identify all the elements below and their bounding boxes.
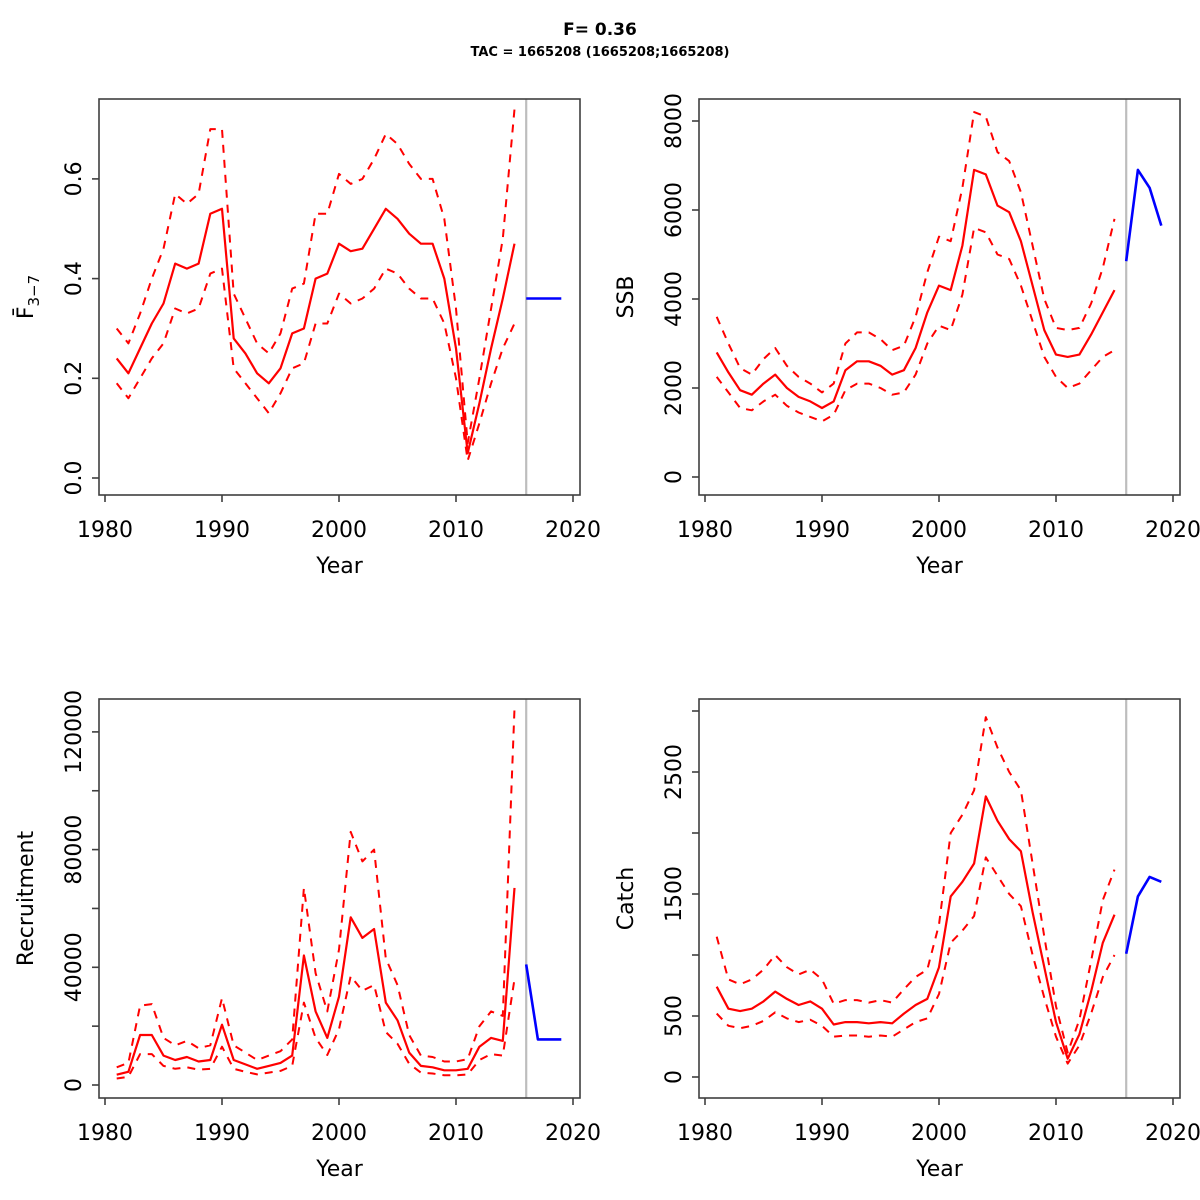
catch-plot-box — [698, 698, 1181, 1099]
y-axis-tick-label: 0.0 — [62, 461, 87, 496]
ssb-y-axis-title: SSB — [614, 275, 639, 318]
x-axis-tick-label: 2020 — [545, 1121, 601, 1146]
x-axis-tick-label: 2000 — [911, 518, 967, 543]
x-axis-tick-label: 2010 — [1028, 518, 1084, 543]
y-axis-tick-label: 0 — [662, 470, 687, 484]
y-axis-tick-label: 4000 — [662, 271, 687, 327]
fbar-plot-box — [98, 98, 581, 496]
catch-y-axis-title: Catch — [614, 867, 639, 931]
x-axis-tick-label: 2000 — [311, 518, 367, 543]
y-axis-tick-label: 2500 — [662, 744, 687, 800]
x-axis-tick-label: 1990 — [794, 518, 850, 543]
catch-lower-ci-line — [715, 856, 1116, 1065]
y-axis-tick-label: 0 — [62, 1078, 87, 1092]
ssb-forecast-line — [1124, 168, 1163, 262]
fbar-median-line — [115, 207, 516, 455]
panel-ssb: 1980 1990 2000 2010 2020 0 2000 4000 6000 8000 Yea… — [614, 93, 1200, 579]
x-axis-tick-label: 2000 — [911, 1121, 967, 1146]
page-title: F= 0.36 — [563, 20, 637, 40]
y-axis-tick-label: 40000 — [62, 932, 87, 1002]
y-axis-tick-label: 6000 — [662, 182, 687, 238]
x-axis-tick-label: 2010 — [428, 518, 484, 543]
x-axis-tick-label: 1980 — [77, 1121, 133, 1146]
x-axis-tick-label: 2020 — [545, 518, 601, 543]
y-axis-tick-label: 0.4 — [62, 261, 87, 296]
x-axis-tick-label: 1990 — [194, 518, 250, 543]
x-axis-tick-label: 2000 — [311, 1121, 367, 1146]
page-subtitle: TAC = 1665208 (1665208;1665208) — [470, 45, 730, 60]
x-axis-tick-label: 1980 — [77, 518, 133, 543]
catch-x-axis-title: Year — [915, 1157, 964, 1182]
y-axis-tick-label: 2000 — [662, 360, 687, 416]
catch-forecast-line — [1124, 875, 1162, 955]
recruitment-forecast-line — [524, 964, 562, 1041]
x-axis-tick-label: 2020 — [1145, 1121, 1200, 1146]
y-axis-tick-label: 8000 — [662, 93, 687, 149]
recruitment-upper-ci-line — [116, 708, 516, 1069]
x-axis-tick-label: 1980 — [677, 518, 733, 543]
fbar-x-axis-title: Year — [315, 554, 364, 579]
recruitment-lower-ci-line — [116, 975, 516, 1080]
y-axis-tick-label: 0.6 — [62, 161, 87, 196]
catch-median-line — [715, 795, 1116, 1060]
y-axis-tick-label: 120000 — [62, 690, 87, 774]
y-axis-tick-label: 1500 — [662, 866, 687, 922]
recruitment-plot-box — [98, 698, 581, 1099]
recruitment-median-line — [116, 887, 516, 1076]
panel-fbar: 1980 1990 2000 2010 2020 0.0 0.2 0.4 0.6 Year F̄3−… — [13, 98, 601, 579]
x-axis-tick-label: 1980 — [677, 1121, 733, 1146]
y-axis-tick-label: 0.2 — [62, 361, 87, 396]
x-axis-tick-label: 2020 — [1145, 518, 1200, 543]
recruitment-y-axis-title: Recruitment — [14, 831, 39, 967]
catch-upper-ci-line — [715, 716, 1116, 1054]
ssb-plot-box — [698, 98, 1181, 496]
y-axis-tick-label: 80000 — [62, 815, 87, 885]
ssb-x-axis-title: Year — [915, 554, 964, 579]
y-axis-tick-label: 500 — [662, 995, 687, 1037]
panel-catch: 1980 1990 2000 2010 2020 0 500 1500 2500 Year Catc… — [614, 698, 1200, 1182]
fbar-upper-ci-line — [115, 109, 516, 445]
ssb-lower-ci-line — [715, 226, 1115, 423]
x-axis-tick-label: 1990 — [794, 1121, 850, 1146]
panel-recruitment: 1980 1990 2000 2010 2020 0 40000 80000 120000 Yea… — [14, 690, 601, 1182]
x-axis-tick-label: 2010 — [1028, 1121, 1084, 1146]
ssb-median-line — [715, 168, 1116, 410]
recruitment-x-axis-title: Year — [315, 1157, 364, 1182]
x-axis-tick-label: 2010 — [428, 1121, 484, 1146]
y-axis-tick-label: 0 — [662, 1070, 687, 1084]
fbar-y-axis-title: F̄3−7 — [13, 275, 43, 319]
x-axis-tick-label: 1990 — [194, 1121, 250, 1146]
